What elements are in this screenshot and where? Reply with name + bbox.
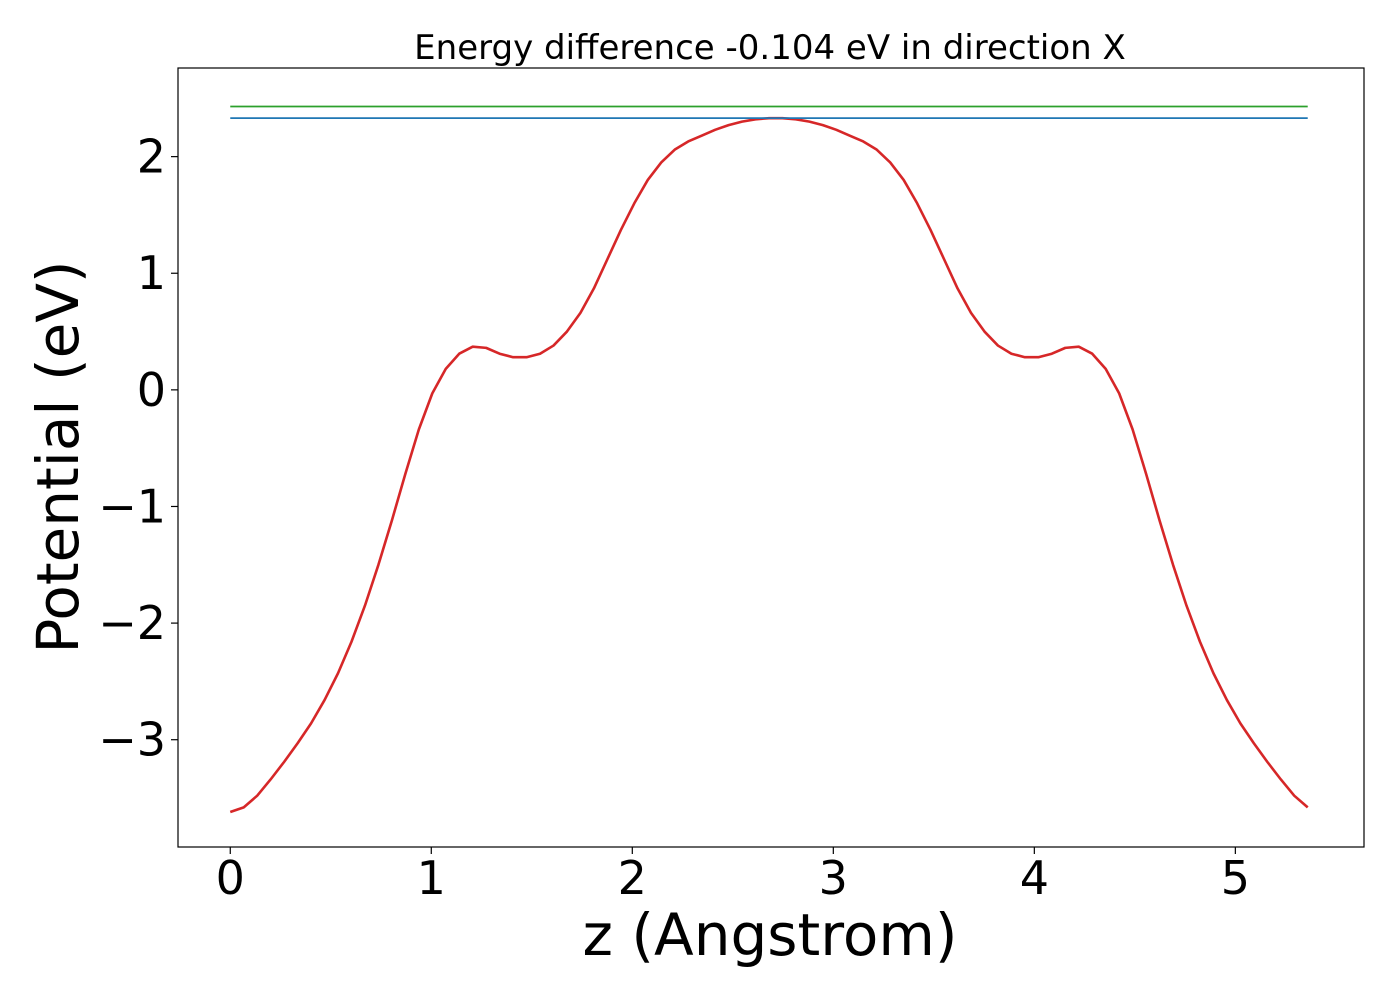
y-tick-label: 1 bbox=[137, 246, 166, 300]
x-tick-label: 1 bbox=[417, 851, 446, 905]
x-tick-label: 4 bbox=[1020, 851, 1049, 905]
x-tick-label: 2 bbox=[618, 851, 647, 905]
y-axis-ticks: −3 −2 −1 0 1 2 bbox=[98, 130, 178, 767]
x-axis-ticks: 0 1 2 3 4 5 bbox=[216, 847, 1250, 905]
series-layer bbox=[229, 105, 1309, 814]
x-axis-label: z (Angstrom) bbox=[583, 901, 958, 969]
y-tick-label: −1 bbox=[98, 479, 166, 533]
y-axis-label: Potential (eV) bbox=[24, 260, 92, 653]
y-tick-label: 2 bbox=[137, 130, 166, 184]
y-tick-label: −3 bbox=[98, 713, 166, 767]
y-tick-label: 0 bbox=[137, 363, 166, 417]
x-tick-label: 0 bbox=[216, 851, 245, 905]
chart-title: Energy difference -0.104 eV in direction… bbox=[414, 28, 1126, 68]
y-tick-label: −2 bbox=[98, 596, 166, 650]
x-tick-label: 5 bbox=[1221, 851, 1250, 905]
x-tick-label: 3 bbox=[819, 851, 848, 905]
plot-area-frame bbox=[177, 67, 1365, 848]
